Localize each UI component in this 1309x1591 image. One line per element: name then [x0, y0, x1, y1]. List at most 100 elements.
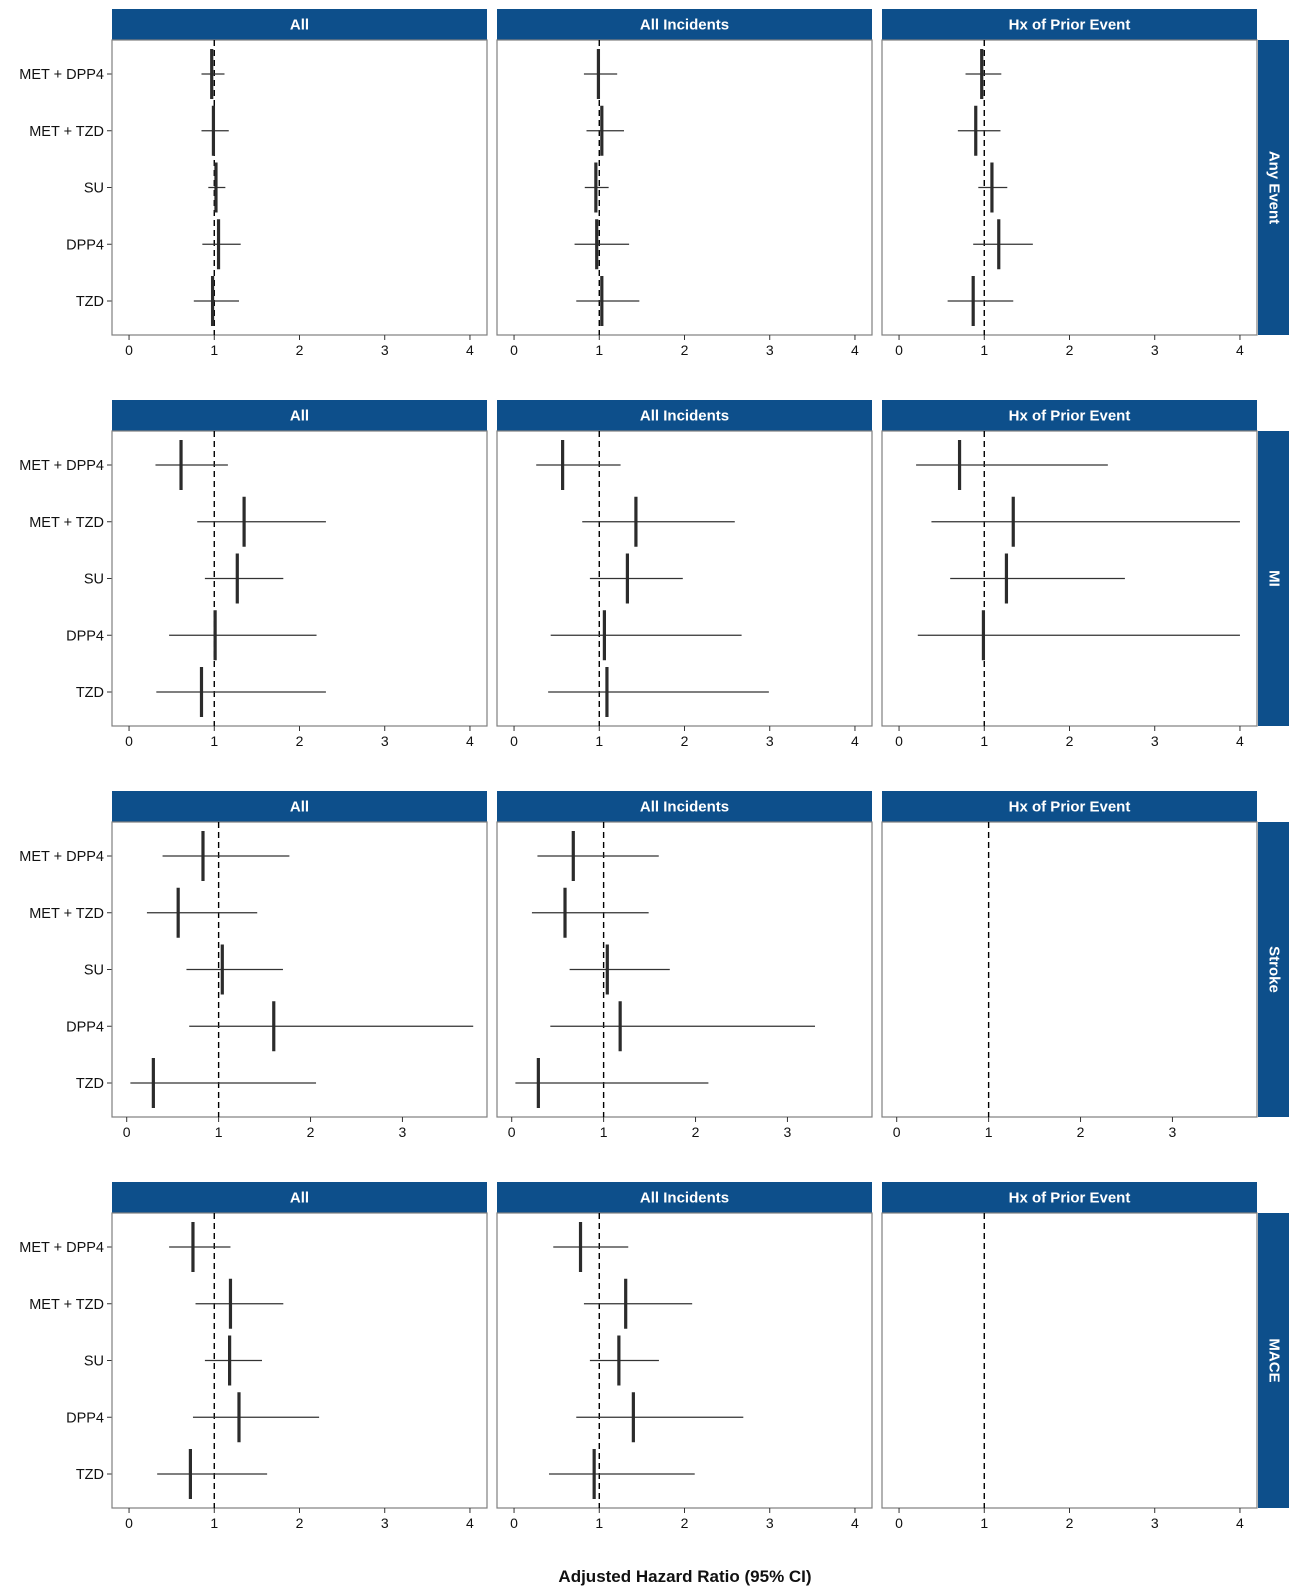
- x-tick-label: 2: [296, 342, 304, 358]
- estimate-dpp4: [169, 610, 317, 661]
- facet-row-mace: MET + DPP4 MET + TZD SU DPP4 TZD MACE All 0 1 2 3 4…: [19, 1182, 1289, 1531]
- x-tick-label: 1: [985, 1124, 993, 1140]
- x-tick-label: 4: [851, 342, 859, 358]
- column-strip-label: All Incidents: [640, 799, 729, 816]
- panel-any-event-hx-of-prior-event: Hx of Prior Event 0 1 2 3 4: [881, 9, 1258, 358]
- column-strip-label: Hx of Prior Event: [1009, 17, 1131, 34]
- panel-any-event-all: All 0 1 2 3 4: [111, 9, 488, 358]
- column-strip-label: All: [290, 17, 309, 34]
- x-tick-label: 3: [766, 733, 774, 749]
- plot-root: MET + DPP4 MET + TZD SU DPP4 TZD Any Event All…: [19, 9, 1289, 1531]
- y-tick-label-tzd: TZD: [76, 1076, 104, 1092]
- panel-frame: [111, 821, 488, 1118]
- panel-mi-all-incidents: All Incidents 0 1 2 3 4: [496, 400, 873, 749]
- x-tick-label: 0: [123, 1124, 131, 1140]
- x-tick-label: 0: [895, 1515, 903, 1531]
- panel-frame: [496, 821, 873, 1118]
- estimate-su: [584, 162, 609, 213]
- x-tick-label: 3: [1151, 733, 1159, 749]
- x-tick-label: 1: [210, 733, 218, 749]
- row-strip-label: MI: [1266, 570, 1283, 587]
- estimate-dpp4: [576, 1392, 744, 1443]
- x-tick-label: 3: [381, 342, 389, 358]
- panel-frame: [881, 39, 1258, 336]
- estimate-dpp4: [917, 610, 1240, 661]
- x-tick-label: 2: [692, 1124, 700, 1140]
- x-tick-label: 3: [784, 1124, 792, 1140]
- column-strip: [112, 400, 487, 431]
- x-tick-label: 2: [681, 342, 689, 358]
- panel-mace-all-incidents: All Incidents 0 1 2 3 4: [496, 1182, 873, 1531]
- x-tick-label: 4: [466, 1515, 474, 1531]
- y-tick-label-dpp4: DPP4: [66, 237, 104, 253]
- x-tick-label: 0: [125, 733, 133, 749]
- y-tick-label-met-dpp4: MET + DPP4: [19, 1240, 104, 1256]
- y-tick-label-tzd: TZD: [76, 294, 104, 310]
- estimate-su: [569, 944, 670, 995]
- estimate-tzd: [548, 667, 769, 717]
- x-tick-label: 3: [766, 1515, 774, 1531]
- panel-any-event-all-incidents: All Incidents 0 1 2 3 4: [496, 9, 873, 358]
- y-tick-label-su: SU: [84, 572, 104, 588]
- estimate-met-dpp4: [965, 49, 1002, 99]
- estimate-tzd: [157, 1449, 268, 1499]
- column-strip-label: All Incidents: [640, 408, 729, 425]
- estimate-tzd: [193, 276, 239, 326]
- x-tick-label: 1: [595, 342, 603, 358]
- panel-frame: [496, 1212, 873, 1509]
- column-strip: [497, 791, 872, 822]
- estimate-met-dpp4: [155, 440, 228, 490]
- panel-stroke-hx-of-prior-event: Hx of Prior Event 0 1 2 3: [881, 791, 1258, 1140]
- estimate-tzd: [156, 667, 326, 717]
- y-tick-label-dpp4: DPP4: [66, 1410, 104, 1426]
- x-tick-label: 1: [980, 1515, 988, 1531]
- row-strip-label: Any Event: [1266, 151, 1283, 224]
- estimate-tzd: [947, 276, 1014, 326]
- x-tick-label: 0: [895, 733, 903, 749]
- estimate-tzd: [515, 1058, 709, 1108]
- x-tick-label: 3: [1151, 342, 1159, 358]
- estimate-met-tzd: [582, 496, 735, 547]
- estimate-su: [589, 1335, 659, 1386]
- y-tick-label-met-tzd: MET + TZD: [29, 906, 104, 922]
- x-tick-label: 4: [1236, 733, 1244, 749]
- y-tick-label-su: SU: [84, 963, 104, 979]
- x-tick-label: 1: [215, 1124, 223, 1140]
- x-tick-label: 3: [1169, 1124, 1177, 1140]
- x-tick-label: 2: [1066, 342, 1074, 358]
- x-tick-label: 1: [595, 1515, 603, 1531]
- panel-frame: [496, 430, 873, 727]
- estimate-met-tzd: [957, 105, 1001, 156]
- x-tick-label: 3: [1151, 1515, 1159, 1531]
- row-strip: [1258, 822, 1289, 1117]
- x-tick-label: 0: [510, 1515, 518, 1531]
- x-tick-label: 3: [381, 1515, 389, 1531]
- row-strip-label: MACE: [1266, 1338, 1283, 1382]
- x-tick-label: 0: [510, 733, 518, 749]
- column-strip-label: All: [290, 1190, 309, 1207]
- estimate-su: [204, 553, 284, 604]
- y-tick-label-su: SU: [84, 181, 104, 197]
- estimate-dpp4: [574, 219, 630, 270]
- row-strip: [1258, 40, 1289, 335]
- y-tick-label-met-dpp4: MET + DPP4: [19, 67, 104, 83]
- column-strip: [497, 9, 872, 40]
- x-tick-label: 0: [125, 342, 133, 358]
- y-tick-label-met-tzd: MET + TZD: [29, 1297, 104, 1313]
- x-tick-label: 2: [1066, 733, 1074, 749]
- y-tick-label-met-dpp4: MET + DPP4: [19, 849, 104, 865]
- x-tick-label: 4: [851, 1515, 859, 1531]
- estimate-met-dpp4: [916, 440, 1108, 490]
- y-tick-label-dpp4: DPP4: [66, 628, 104, 644]
- x-tick-label: 4: [1236, 342, 1244, 358]
- estimate-su: [204, 1335, 262, 1386]
- estimate-dpp4: [550, 1001, 816, 1052]
- estimate-met-tzd: [195, 1278, 284, 1329]
- panel-frame: [496, 39, 873, 336]
- panel-frame: [881, 821, 1258, 1118]
- y-tick-label-dpp4: DPP4: [66, 1019, 104, 1035]
- estimate-dpp4: [202, 219, 241, 270]
- x-tick-label: 4: [851, 733, 859, 749]
- estimate-tzd: [548, 1449, 695, 1499]
